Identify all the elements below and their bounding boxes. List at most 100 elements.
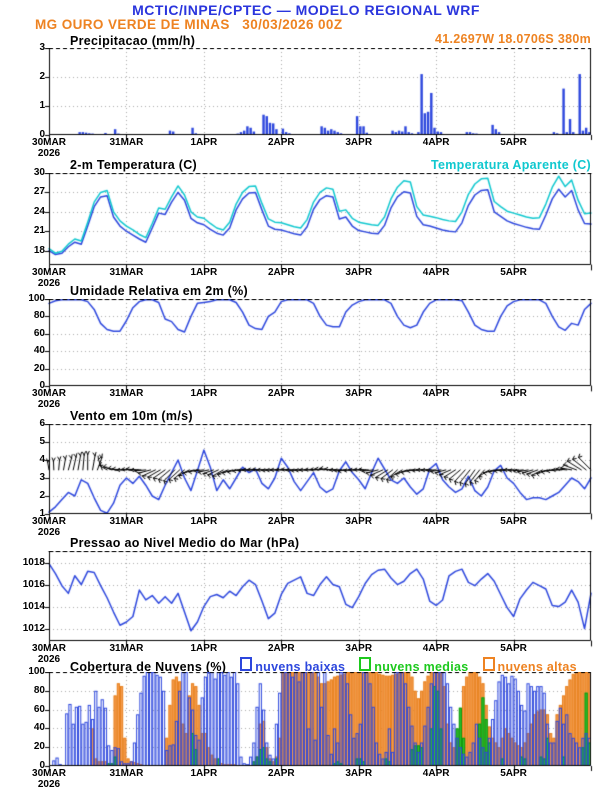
x-tick-label: 4APR [422, 768, 450, 779]
x-tick-label: 30MAR [32, 388, 66, 399]
x-tick-label: 1APR [190, 137, 218, 148]
x-tick-label: 4APR [422, 388, 450, 399]
x-tick-label: 3APR [345, 643, 373, 654]
y-tick-label: 5 [39, 436, 45, 447]
x-tick-label: 30MAR [32, 643, 66, 654]
y-tick-label: 40 [33, 345, 45, 357]
page-title: MCTIC/INPE/CPTEC — MODELO REGIONAL WRF [132, 2, 480, 18]
x-axis-year-label: 2026 [37, 148, 61, 159]
pressure-plot [43, 551, 598, 648]
x-tick-label: 5APR [500, 137, 527, 148]
y-tick-label: 18 [33, 244, 45, 256]
x-tick-label: 2APR [267, 267, 295, 278]
station-date-line: MG OURO VERDE DE MINAS 30/03/2026 00Z [35, 17, 342, 32]
x-tick-label: 30MAR [32, 768, 66, 779]
x-tick-label: 30MAR [32, 267, 66, 278]
x-tick-label: 5APR [500, 768, 527, 779]
x-tick-label: 3APR [345, 768, 373, 779]
y-tick-label: 20 [33, 741, 45, 753]
y-tick-label: 20 [33, 362, 45, 374]
x-tick-label: 2APR [267, 388, 295, 399]
legend-swatch-low-clouds-icon [240, 657, 253, 671]
x-tick-label: 31MAR [109, 137, 144, 148]
y-tick-label: 80 [33, 684, 45, 696]
x-axis-year-label: 2026 [37, 278, 61, 289]
y-tick-label: 1012 [22, 622, 45, 634]
y-tick-label: 6 [39, 418, 45, 429]
y-tick-label: 3 [39, 472, 45, 483]
x-tick-label: 4APR [422, 643, 450, 654]
y-tick-label: 2 [39, 490, 45, 501]
panel-title-temperature: 2-m Temperatura (C) [70, 158, 198, 172]
y-tick-label: 30 [33, 167, 45, 178]
x-tick-label: 3APR [345, 267, 373, 278]
y-tick-label: 1 [39, 508, 45, 519]
x-tick-label: 2APR [267, 643, 295, 654]
y-tick-label: 2 [39, 71, 45, 82]
x-tick-label: 4APR [422, 267, 450, 278]
x-tick-label: 5APR [500, 388, 527, 399]
x-tick-label: 2APR [267, 137, 295, 148]
x-tick-label: 31MAR [109, 267, 144, 278]
x-tick-label: 30MAR [32, 516, 66, 527]
x-tick-label: 5APR [500, 267, 527, 278]
station-coordinates: 41.2697W 18.0706S 380m [434, 32, 591, 46]
y-tick-label: 27 [33, 186, 45, 198]
y-tick-label: 4 [39, 454, 45, 465]
x-tick-label: 1APR [190, 768, 218, 779]
y-tick-label: 1018 [22, 556, 45, 568]
cloud-cover-plot [43, 672, 598, 773]
x-tick-label: 5APR [500, 643, 527, 654]
x-tick-label: 2APR [267, 768, 295, 779]
y-tick-label: 1014 [22, 600, 45, 612]
y-tick-label: 3 [39, 42, 45, 53]
x-tick-label: 1APR [190, 516, 218, 527]
legend-high-clouds: nuvens altas [497, 660, 577, 674]
x-tick-label: 3APR [345, 516, 373, 527]
cloud-title-legend-row: Cobertura de Nuvens (%) nuvens baixas nu… [70, 657, 591, 674]
x-axis-year-label: 2026 [37, 779, 61, 790]
precipitation-plot [43, 48, 598, 142]
x-tick-label: 30MAR [32, 137, 66, 148]
y-tick-label: 100 [28, 293, 45, 304]
legend-swatch-mid-clouds-icon [359, 657, 372, 671]
y-tick-label: 0 [39, 129, 45, 140]
legend-mid-clouds: nuvens medias [374, 660, 469, 674]
x-tick-label: 1APR [190, 643, 218, 654]
panel-title-cloud-cover: Cobertura de Nuvens (%) [70, 660, 227, 674]
x-tick-label: 1APR [190, 267, 218, 278]
x-tick-label: 31MAR [109, 768, 144, 779]
y-tick-label: 80 [33, 310, 45, 322]
x-tick-label: 5APR [500, 516, 527, 527]
run-datetime: 30/03/2026 00Z [242, 17, 343, 32]
panel-title-wind: Vento em 10m (m/s) [70, 409, 193, 423]
x-tick-label: 31MAR [109, 388, 144, 399]
station-name: MG OURO VERDE DE MINAS [35, 17, 230, 32]
y-tick-label: 1016 [22, 578, 45, 590]
legend-apparent-temperature: Temperatura Aparente (C) [430, 158, 591, 172]
x-axis-year-label: 2026 [37, 399, 61, 410]
spacer [230, 17, 242, 32]
wind-plot [43, 424, 598, 521]
panel-title-humidity: Umidade Relativa em 2m (%) [70, 284, 248, 298]
y-tick-label: 0 [39, 760, 45, 771]
y-tick-label: 60 [33, 703, 45, 715]
humidity-plot [43, 299, 598, 393]
x-tick-label: 4APR [422, 516, 450, 527]
y-tick-label: 100 [28, 666, 45, 677]
panel-title-pressure: Pressao ao Nivel Medio do Mar (hPa) [70, 536, 300, 550]
x-tick-label: 4APR [422, 137, 450, 148]
legend-swatch-high-clouds-icon [482, 657, 495, 671]
panel-title-precipitation: Precipitacao (mm/h) [70, 34, 196, 48]
x-axis-year-label: 2026 [37, 527, 61, 538]
y-tick-label: 1 [39, 100, 45, 111]
x-tick-label: 2APR [267, 516, 295, 527]
y-tick-label: 0 [39, 380, 45, 391]
legend-low-clouds: nuvens baixas [255, 660, 346, 674]
y-tick-label: 24 [33, 205, 45, 217]
temperature-plot [43, 173, 598, 272]
x-tick-label: 31MAR [109, 516, 144, 527]
x-axis-year-label: 2026 [37, 654, 61, 665]
y-tick-label: 40 [33, 722, 45, 734]
y-tick-label: 60 [33, 327, 45, 339]
